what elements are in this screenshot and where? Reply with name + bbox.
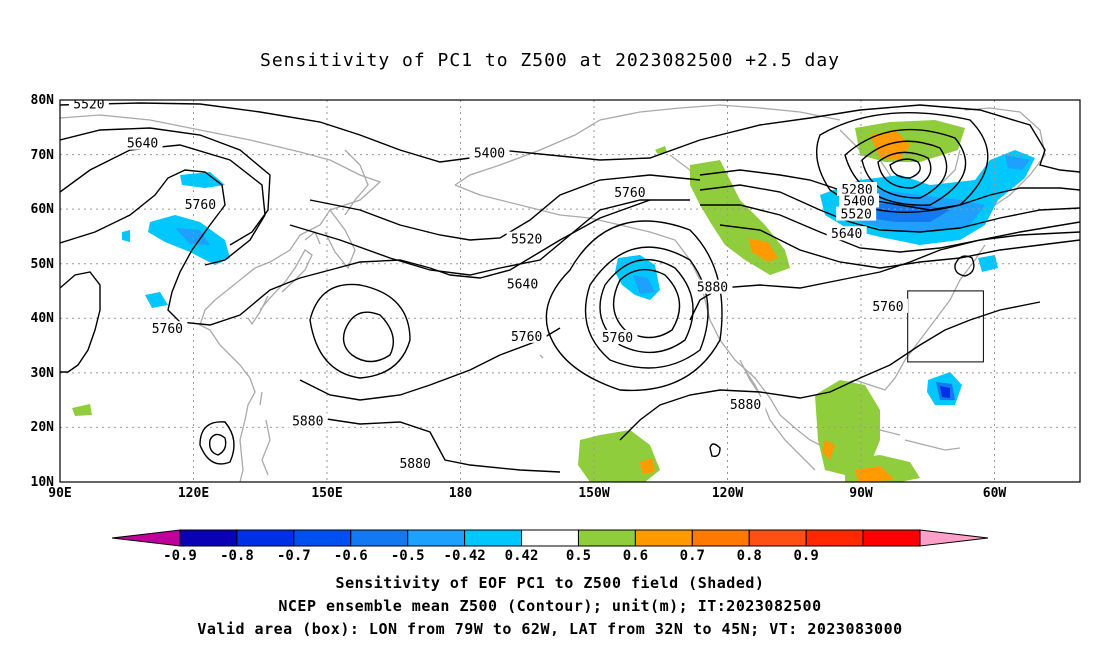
contour-label-bg (506, 328, 547, 343)
colorbar-segment (691, 529, 750, 547)
contour-label: 5520 (841, 208, 872, 223)
caption-line-2: NCEP ensemble mean Z500 (Contour); unit(… (278, 597, 822, 615)
contour-label: 5400 (474, 146, 505, 161)
contour-label: 5640 (127, 137, 158, 152)
map-title: Sensitivity of PC1 to Z500 at 2023082500… (259, 50, 840, 71)
lon-label: 150E (311, 486, 342, 501)
colorbar-label: -0.5 (391, 548, 425, 564)
contour-label: 5760 (185, 198, 216, 213)
colorbar-left-triangle (111, 529, 181, 547)
contour-label-bg (506, 231, 547, 246)
colorbar-label: 0.7 (680, 548, 705, 564)
contour-label-bg (147, 321, 188, 336)
contour-label: 5880 (730, 398, 761, 413)
contour-label: 5760 (152, 322, 183, 337)
colorbar-segment (293, 529, 352, 547)
colorbar-label: -0.7 (277, 548, 311, 564)
colorbar-segment (805, 529, 864, 547)
lat-label: 80N (31, 93, 55, 108)
colorbar-segment (407, 529, 466, 547)
colorbar-segment (521, 529, 579, 547)
colorbar-segment (350, 529, 409, 547)
colorbar-label: -0.9 (163, 548, 197, 564)
contour-label-bg (395, 455, 436, 470)
contour-label: 5640 (507, 277, 538, 292)
colorbar-label: 0.42 (505, 548, 539, 564)
lat-label: 70N (31, 148, 55, 163)
colorbar-label: 0.5 (566, 548, 591, 564)
lon-label: 90E (48, 486, 71, 501)
contour-label: 5880 (399, 457, 430, 472)
contour-label-bg (287, 413, 328, 428)
lon-label: 120E (178, 486, 209, 501)
colorbar-segment (862, 529, 921, 547)
contour-label-bg (597, 329, 638, 344)
colorbar-segment (577, 529, 636, 547)
contour-label-bg (836, 206, 877, 221)
contour-label-bg (692, 279, 733, 294)
contour-label: 5400 (843, 195, 874, 210)
colorbar-right-triangle (919, 529, 989, 547)
colorbar-label: 0.6 (623, 548, 648, 564)
colorbar-segment (464, 529, 523, 547)
contour-label: 5520 (511, 233, 542, 248)
contour-label: 5880 (697, 281, 728, 296)
contour-label: 5760 (602, 331, 633, 346)
contour-label-bg (867, 298, 908, 313)
lon-label: 60W (983, 486, 1007, 501)
contour-label: 5640 (831, 227, 862, 242)
longitude-labels: 90E 120E 150E 180 150W 120W 90W 60W (48, 486, 1006, 501)
coastlines (60, 104, 1046, 482)
contour-label: 5880 (292, 414, 323, 429)
contour-label-bg (826, 226, 867, 241)
colorbar-segment (236, 529, 295, 547)
contour-label-bg (68, 100, 109, 111)
lat-label: 30N (31, 366, 55, 381)
caption-line-1: Sensitivity of EOF PC1 to Z500 field (Sh… (335, 574, 765, 592)
colorbar-label: 0.9 (794, 548, 819, 564)
colorbar-label: -0.6 (334, 548, 368, 564)
lat-label: 60N (31, 202, 55, 217)
contour-label: 5520 (73, 97, 104, 112)
lon-label: 150W (578, 486, 609, 501)
map-frame (59, 99, 1081, 483)
contour-label: 5760 (614, 186, 645, 201)
contour-label-bg (609, 184, 650, 199)
lon-label: 180 (449, 486, 473, 501)
colorbar-segment (634, 529, 693, 547)
z500-contours (60, 102, 1080, 473)
contour-label-bg (839, 193, 880, 208)
lon-label: 90W (849, 486, 873, 501)
lat-label: 40N (31, 311, 55, 326)
lat-label: 50N (31, 257, 55, 272)
caption-line-3: Valid area (box): LON from 79W to 62W, L… (197, 620, 903, 638)
colorbar: -0.9 -0.8 -0.7 -0.6 -0.5 -0.42 0.42 0.5 0.6 0.7 0.… (111, 529, 989, 564)
contour-label: 5760 (872, 300, 903, 315)
colorbar-segment (179, 529, 238, 547)
contour-label-bg (502, 276, 543, 291)
colorbar-label: -0.42 (444, 548, 486, 564)
contour-label-bg (469, 145, 510, 160)
lat-label: 20N (31, 420, 55, 435)
contour-label-bg (180, 196, 221, 211)
lon-label: 120W (712, 486, 743, 501)
colorbar-segment (748, 529, 807, 547)
contour-label: 5760 (511, 330, 542, 345)
contour-label-bg (837, 182, 878, 197)
contour-label-bg (725, 397, 766, 412)
contour-label-bg (122, 135, 163, 150)
colorbar-label: 0.8 (737, 548, 762, 564)
colorbar-label: -0.8 (220, 548, 254, 564)
lat-label: 10N (31, 475, 55, 490)
latitude-labels: 80N 70N 60N 50N 40N 30N 20N 10N (31, 93, 55, 490)
valid-area-box (907, 290, 984, 363)
